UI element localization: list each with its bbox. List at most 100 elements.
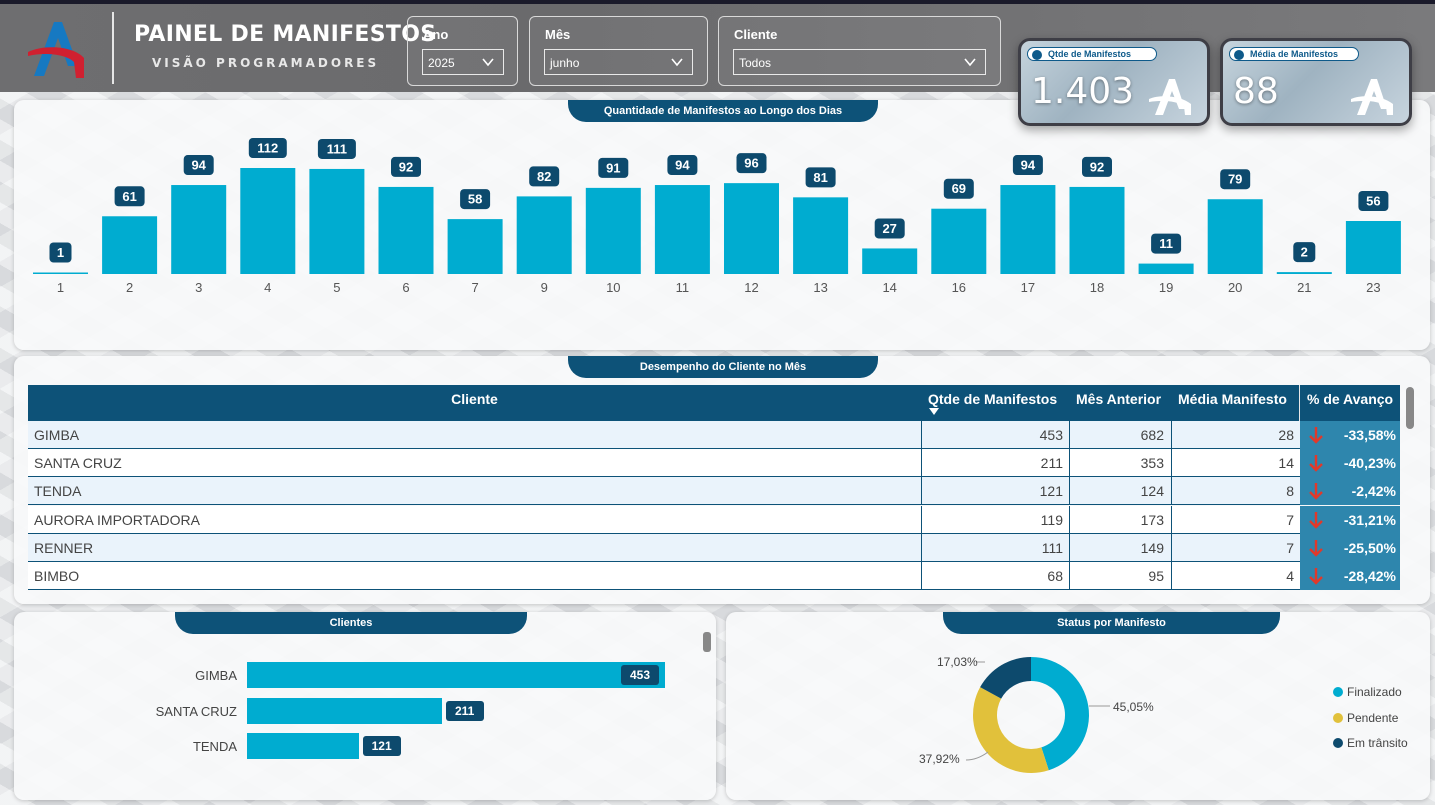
kpi-media-label: Média de Manifestos (1229, 47, 1359, 61)
filter-cliente-select[interactable]: Todos (733, 49, 986, 75)
client-bar-value: 121 (362, 736, 401, 756)
arrow-down-icon (1309, 483, 1323, 501)
table-scrollbar[interactable] (1406, 387, 1414, 429)
company-mark-icon (1351, 79, 1393, 115)
cell-avanco-value: -28,42% (1343, 568, 1396, 584)
col-divider (1069, 505, 1070, 534)
table-row[interactable]: GIMBA 453 682 28 -33,58% (28, 421, 1400, 449)
cell-anterior: 124 (1140, 483, 1164, 500)
filter-cliente: Cliente Todos (718, 16, 1001, 86)
col-divider (921, 562, 922, 590)
filter-ano-value: 2025 (428, 56, 455, 70)
col-divider (1069, 421, 1070, 449)
col-header-avanco[interactable]: % de Avanço (1307, 391, 1394, 407)
sort-desc-icon (929, 408, 939, 415)
cell-avanco: -28,42% (1300, 562, 1400, 590)
col-header-qtde[interactable]: Qtde de Manifestos (928, 391, 1058, 407)
cell-qtde: 111 (1041, 539, 1063, 556)
kpi-qtde-card: Qtde de Manifestos 1.403 (1018, 38, 1210, 126)
legend-em-transito[interactable]: Em trânsito (1333, 736, 1408, 750)
col-divider (1171, 505, 1172, 534)
table-header: Cliente Qtde de Manifestos Mês Anterior … (28, 385, 1400, 421)
col-divider (1171, 562, 1172, 590)
cell-cliente: TENDA (34, 483, 82, 500)
chevron-down-icon (964, 58, 976, 67)
legend-finalizado[interactable]: Finalizado (1333, 685, 1402, 699)
legend-label: Finalizado (1347, 685, 1402, 699)
table-row[interactable]: AURORA IMPORTADORA 119 173 7 -31,21% (28, 505, 1400, 534)
cell-avanco-value: -33,58% (1343, 427, 1396, 443)
cell-avanco-value: -40,23% (1343, 455, 1396, 472)
legend-pendente[interactable]: Pendente (1333, 711, 1398, 725)
company-logo-icon (28, 22, 84, 78)
col-divider (1069, 477, 1070, 506)
client-bar[interactable] (247, 697, 442, 724)
cell-avanco-value: -31,21% (1343, 511, 1396, 528)
company-mark-icon (1149, 79, 1191, 115)
cell-media: 7 (1286, 511, 1294, 528)
client-bar-label: SANTA CRUZ (155, 703, 237, 719)
filter-mes-value: junho (550, 56, 580, 70)
client-bar-value: 453 (621, 665, 659, 685)
page-subtitle: VISÃO PROGRAMADORES (152, 56, 380, 70)
cell-cliente: GIMBA (34, 427, 80, 443)
client-performance-table: Cliente Qtde de Manifestos Mês Anterior … (28, 385, 1400, 593)
client-bar-label: TENDA (192, 739, 237, 754)
col-divider (921, 421, 922, 449)
legend-dot (1333, 738, 1343, 748)
col-divider (1069, 449, 1070, 478)
filter-ano-select[interactable]: 2025 (422, 49, 504, 75)
col-divider (921, 533, 922, 562)
cell-avanco: -25,50% (1300, 533, 1400, 562)
cell-qtde: 119 (1040, 511, 1063, 528)
table-row[interactable]: RENNER 111 149 7 -25,50% (28, 533, 1400, 562)
table-row[interactable]: BIMBO 68 95 4 -28,42% (28, 562, 1400, 590)
cell-qtde: 68 (1047, 568, 1063, 584)
col-header-anterior[interactable]: Mês Anterior (1076, 391, 1162, 407)
clients-scrollbar[interactable] (703, 632, 711, 652)
table-row[interactable]: SANTA CRUZ 211 353 14 -40,23% (28, 449, 1400, 478)
cell-qtde: 211 (1040, 455, 1063, 472)
legend-label: Em trânsito (1347, 736, 1408, 750)
kpi-qtde-value: 1.403 (1031, 71, 1135, 112)
kpi-badge-icon (1032, 50, 1042, 60)
status-chart-title: Status por Manifesto (943, 612, 1280, 634)
cell-cliente: AURORA IMPORTADORA (34, 511, 200, 528)
filter-mes-select[interactable]: junho (544, 49, 693, 75)
cell-cliente: BIMBO (34, 568, 80, 584)
logo-divider (112, 12, 114, 84)
arrow-down-icon (1309, 568, 1323, 585)
col-divider (1171, 449, 1172, 478)
cell-anterior: 682 (1140, 427, 1164, 443)
cell-qtde: 121 (1039, 483, 1063, 500)
cell-avanco: -31,21% (1300, 505, 1400, 534)
kpi-qtde-label: Qtde de Manifestos (1027, 47, 1157, 61)
cell-anterior: 149 (1140, 539, 1164, 556)
col-header-cliente[interactable]: Cliente (451, 391, 498, 407)
cell-avanco: -2,42% (1300, 477, 1400, 506)
filter-cliente-value: Todos (739, 56, 772, 70)
kpi-badge-icon (1234, 50, 1244, 60)
col-divider (921, 505, 922, 534)
cell-media: 4 (1286, 568, 1294, 584)
cell-avanco: -40,23% (1300, 449, 1400, 478)
chevron-down-icon (482, 58, 494, 67)
cell-anterior: 95 (1148, 568, 1164, 584)
arrow-down-icon (1309, 511, 1323, 529)
legend-label: Pendente (1347, 711, 1399, 725)
chevron-down-icon (671, 58, 683, 67)
page-title: PAINEL DE MANIFESTOS (134, 22, 437, 47)
client-bar[interactable] (247, 733, 359, 759)
col-divider (1171, 533, 1172, 562)
filter-ano: Ano 2025 (407, 16, 518, 86)
table-row[interactable]: TENDA 121 124 8 -2,42% (28, 477, 1400, 506)
cell-media: 14 (1278, 455, 1294, 472)
cell-cliente: SANTA CRUZ (34, 455, 122, 472)
col-divider (921, 449, 922, 478)
legend-dot (1333, 713, 1343, 723)
daily-chart-panel (14, 100, 1430, 350)
col-header-media[interactable]: Média Manifesto (1178, 391, 1287, 407)
donut-label-finalizado: 45,05% (1113, 700, 1154, 714)
client-bar[interactable] (247, 662, 665, 688)
status-panel (726, 612, 1430, 800)
